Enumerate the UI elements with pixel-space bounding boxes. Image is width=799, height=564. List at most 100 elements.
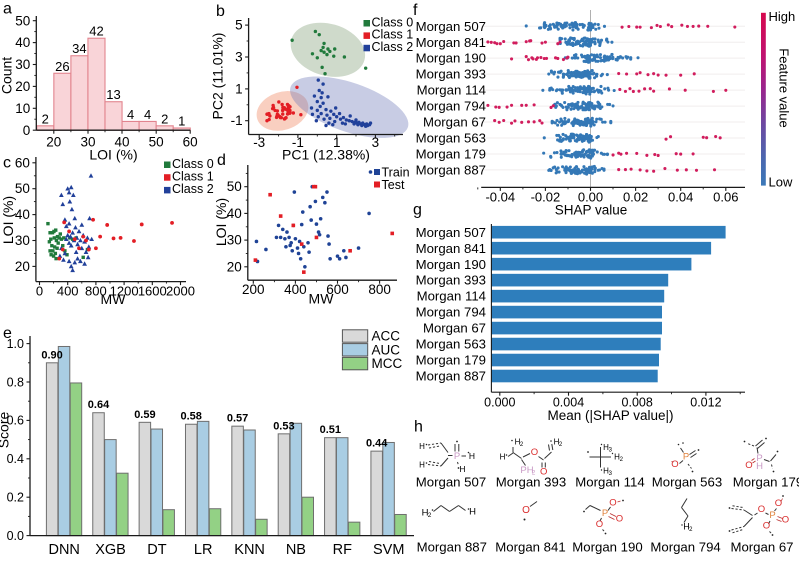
svg-text:1: 1 bbox=[333, 135, 341, 150]
svg-text:O: O bbox=[671, 459, 678, 470]
svg-text:-0.04: -0.04 bbox=[485, 190, 515, 205]
svg-text:O: O bbox=[540, 467, 547, 478]
svg-text:H: H bbox=[603, 443, 609, 452]
svg-text:Class 0: Class 0 bbox=[372, 15, 414, 29]
svg-text:Morgan 179: Morgan 179 bbox=[416, 353, 486, 368]
svg-text:O: O bbox=[596, 519, 603, 530]
svg-text:400: 400 bbox=[284, 282, 307, 297]
svg-text:0.51: 0.51 bbox=[320, 424, 341, 436]
svg-text:0.02: 0.02 bbox=[623, 190, 648, 205]
svg-text:200: 200 bbox=[242, 282, 265, 297]
svg-text:H: H bbox=[419, 442, 425, 451]
svg-text:O: O bbox=[775, 498, 782, 509]
svg-text:H: H bbox=[756, 461, 763, 472]
svg-text:Morgan 114: Morgan 114 bbox=[417, 289, 486, 304]
svg-text:0.004: 0.004 bbox=[553, 396, 584, 410]
svg-text:AUC: AUC bbox=[372, 342, 401, 357]
svg-text:O: O bbox=[758, 504, 765, 515]
svg-text:Morgan 841: Morgan 841 bbox=[495, 540, 565, 555]
svg-text:4: 4 bbox=[127, 107, 134, 122]
svg-text:O: O bbox=[745, 460, 752, 471]
svg-text:0.44: 0.44 bbox=[366, 438, 388, 450]
svg-text:Morgan 841: Morgan 841 bbox=[416, 241, 486, 256]
svg-text:800: 800 bbox=[85, 284, 107, 299]
svg-text:0.0: 0.0 bbox=[7, 529, 24, 543]
svg-text:40: 40 bbox=[227, 206, 242, 221]
svg-text:0: 0 bbox=[36, 284, 43, 299]
svg-text:0.4: 0.4 bbox=[7, 452, 24, 466]
svg-text:Morgan 67: Morgan 67 bbox=[423, 115, 486, 130]
svg-text:Morgan 887: Morgan 887 bbox=[417, 540, 487, 555]
svg-text:Morgan 393: Morgan 393 bbox=[416, 67, 486, 82]
svg-text:H: H bbox=[515, 438, 521, 447]
svg-text:3: 3 bbox=[235, 50, 243, 65]
svg-text:2: 2 bbox=[161, 111, 168, 126]
svg-text:b: b bbox=[216, 3, 225, 20]
svg-text:LOI (%): LOI (%) bbox=[0, 196, 16, 244]
svg-text:Train: Train bbox=[382, 165, 410, 179]
svg-text:0.008: 0.008 bbox=[622, 396, 653, 410]
svg-text:5: 5 bbox=[235, 18, 243, 33]
svg-text:0.000: 0.000 bbox=[484, 396, 515, 410]
svg-text:3: 3 bbox=[609, 471, 613, 477]
svg-text:P: P bbox=[454, 451, 460, 462]
svg-text:20: 20 bbox=[46, 135, 61, 150]
svg-text:40: 40 bbox=[15, 207, 30, 222]
svg-text:2: 2 bbox=[428, 512, 432, 519]
svg-text:Morgan 179: Morgan 179 bbox=[733, 475, 799, 490]
svg-text:KNN: KNN bbox=[234, 542, 265, 558]
svg-text:Morgan 794: Morgan 794 bbox=[650, 540, 720, 555]
svg-text:600: 600 bbox=[326, 282, 349, 297]
svg-text:MW: MW bbox=[309, 291, 335, 307]
svg-text:20: 20 bbox=[15, 79, 30, 94]
svg-text:20: 20 bbox=[15, 259, 30, 274]
svg-text:1200: 1200 bbox=[110, 284, 139, 299]
svg-text:g: g bbox=[413, 202, 422, 219]
svg-text:Morgan 179: Morgan 179 bbox=[416, 147, 486, 162]
svg-text:Morgan 190: Morgan 190 bbox=[572, 540, 642, 555]
svg-text:1600: 1600 bbox=[138, 284, 167, 299]
svg-text:3: 3 bbox=[609, 448, 613, 454]
svg-text:0.012: 0.012 bbox=[690, 396, 721, 410]
svg-text:Morgan 114: Morgan 114 bbox=[575, 475, 644, 490]
svg-text:Feature value: Feature value bbox=[777, 48, 792, 128]
svg-text:Morgan 563: Morgan 563 bbox=[652, 475, 722, 490]
svg-text:Morgan 507: Morgan 507 bbox=[416, 19, 486, 34]
svg-text:Morgan 841: Morgan 841 bbox=[416, 35, 486, 50]
svg-text:50: 50 bbox=[149, 135, 164, 150]
svg-text:Count: Count bbox=[0, 57, 15, 94]
svg-text:High: High bbox=[769, 9, 796, 24]
svg-text:2: 2 bbox=[559, 442, 563, 448]
svg-text:-1: -1 bbox=[292, 135, 304, 150]
svg-text:RF: RF bbox=[333, 542, 352, 558]
svg-text:Morgan 887: Morgan 887 bbox=[416, 369, 486, 384]
svg-text:20: 20 bbox=[227, 259, 242, 274]
svg-text:Class 1: Class 1 bbox=[372, 28, 414, 42]
svg-text:H: H bbox=[422, 508, 429, 519]
svg-text:O: O bbox=[609, 498, 616, 509]
svg-text:0.2: 0.2 bbox=[7, 491, 24, 505]
svg-text:H: H bbox=[683, 522, 690, 532]
svg-text:0.00: 0.00 bbox=[578, 190, 603, 205]
svg-text:Class 1: Class 1 bbox=[172, 170, 214, 184]
svg-text:P: P bbox=[756, 453, 762, 464]
svg-text:0.06: 0.06 bbox=[713, 190, 738, 205]
svg-text:42: 42 bbox=[89, 24, 103, 39]
svg-text:-1: -1 bbox=[231, 113, 243, 128]
svg-text:60: 60 bbox=[183, 135, 198, 150]
svg-text:400: 400 bbox=[57, 284, 79, 299]
svg-text:30: 30 bbox=[80, 135, 95, 150]
svg-text:H: H bbox=[603, 467, 609, 476]
svg-text:LOI (%): LOI (%) bbox=[89, 147, 137, 163]
svg-text:2000: 2000 bbox=[166, 284, 195, 299]
svg-text:H: H bbox=[469, 451, 475, 461]
svg-text:Low: Low bbox=[769, 175, 793, 190]
svg-text:2: 2 bbox=[532, 470, 536, 477]
svg-text:3: 3 bbox=[372, 135, 380, 150]
svg-text:13: 13 bbox=[106, 87, 120, 102]
svg-text:Morgan 393: Morgan 393 bbox=[416, 273, 486, 288]
svg-text:2: 2 bbox=[689, 527, 693, 533]
svg-text:P: P bbox=[683, 452, 689, 463]
svg-text:DNN: DNN bbox=[48, 542, 79, 558]
svg-text:Morgan 563: Morgan 563 bbox=[416, 131, 486, 146]
